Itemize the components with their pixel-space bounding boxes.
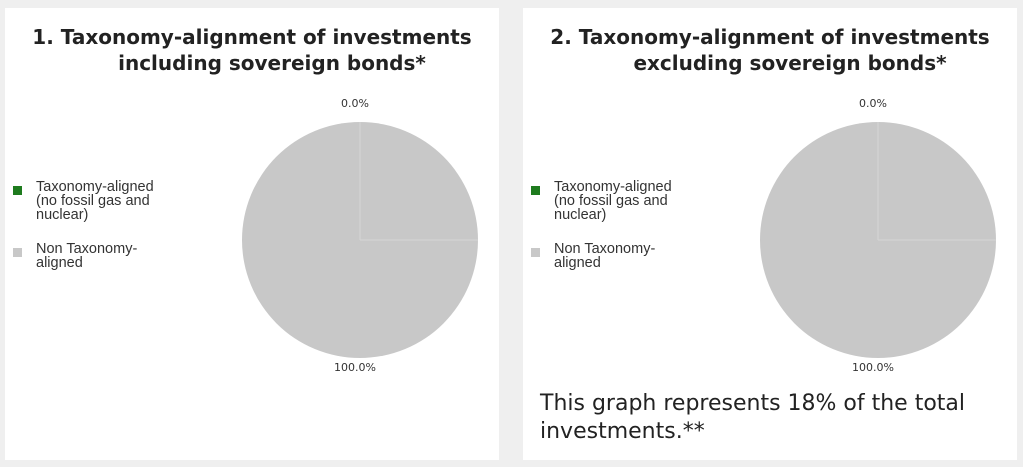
legend-label: Non Taxonomy- aligned [554, 241, 656, 271]
legend-label: Taxonomy-aligned (no fossil gas and nucl… [36, 179, 154, 223]
chart-panel-excluding-sovereign-bonds: 2. Taxonomy-alignment of investments exc… [523, 8, 1017, 460]
legend-swatch-grey [13, 248, 22, 257]
chart-panel-including-sovereign-bonds: 1. Taxonomy-alignment of investments inc… [5, 8, 499, 460]
chart-title-line-2: excluding sovereign bonds* [633, 51, 947, 75]
legend-label: Taxonomy-aligned (no fossil gas and nucl… [554, 179, 672, 223]
pie-chart-svg [242, 122, 478, 358]
slice-label-non-taxonomy-aligned: 100.0% [334, 361, 376, 374]
chart-legend: Taxonomy-aligned (no fossil gas and nucl… [531, 180, 719, 270]
pie-chart-svg [760, 122, 996, 358]
chart-legend: Taxonomy-aligned (no fossil gas and nucl… [13, 180, 201, 270]
pie-chart: 0.0% 100.0% [748, 97, 998, 374]
chart-title-line-1: 2. Taxonomy-alignment of investments [550, 25, 990, 49]
legend-item-non-taxonomy-aligned: Non Taxonomy- aligned [13, 242, 201, 270]
chart-title: 2. Taxonomy-alignment of investments exc… [523, 24, 1017, 76]
chart-title-line-2: including sovereign bonds* [118, 51, 426, 75]
legend-swatch-green [531, 186, 540, 195]
slice-label-non-taxonomy-aligned: 100.0% [852, 361, 894, 374]
legend-item-taxonomy-aligned: Taxonomy-aligned (no fossil gas and nucl… [531, 180, 719, 222]
legend-swatch-green [13, 186, 22, 195]
legend-item-taxonomy-aligned: Taxonomy-aligned (no fossil gas and nucl… [13, 180, 201, 222]
chart-title: 1. Taxonomy-alignment of investments inc… [5, 24, 499, 76]
legend-item-non-taxonomy-aligned: Non Taxonomy- aligned [531, 242, 719, 270]
coverage-note: This graph represents 18% of the total i… [540, 391, 966, 444]
legend-label: Non Taxonomy- aligned [36, 241, 138, 271]
slice-label-taxonomy-aligned: 0.0% [859, 97, 887, 110]
legend-swatch-grey [531, 248, 540, 257]
chart-title-line-1: 1. Taxonomy-alignment of investments [32, 25, 472, 49]
pie-chart: 0.0% 100.0% [230, 97, 480, 374]
slice-label-taxonomy-aligned: 0.0% [341, 97, 369, 110]
